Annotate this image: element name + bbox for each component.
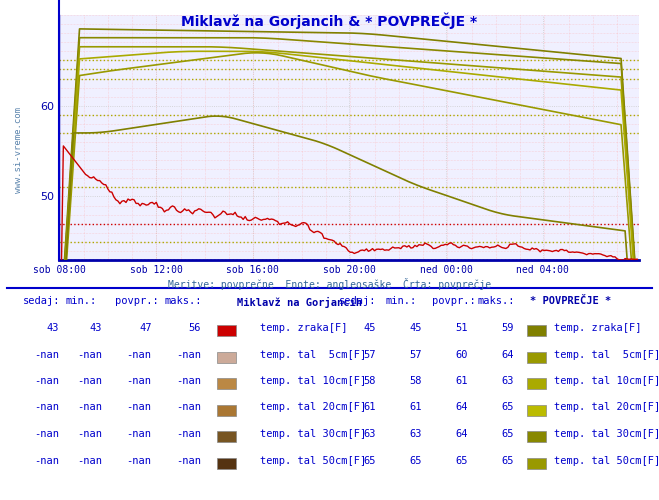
Text: temp. tal 10cm[F]: temp. tal 10cm[F] (260, 376, 366, 386)
Text: 59: 59 (501, 323, 514, 333)
Text: -nan: -nan (127, 429, 152, 439)
Text: -nan: -nan (77, 456, 102, 466)
Text: min.:: min.: (66, 296, 97, 306)
Text: Meritve: povprečne  Enote: angleosaške  Črta: povprečje: Meritve: povprečne Enote: angleosaške Čr… (168, 278, 491, 289)
Text: -nan: -nan (127, 402, 152, 412)
Text: -nan: -nan (176, 376, 201, 386)
Text: temp. tal  5cm[F]: temp. tal 5cm[F] (260, 350, 366, 360)
Text: 63: 63 (501, 376, 514, 386)
Text: -nan: -nan (34, 456, 59, 466)
Text: povpr.:: povpr.: (115, 296, 159, 306)
Text: 47: 47 (139, 323, 152, 333)
Text: temp. tal 50cm[F]: temp. tal 50cm[F] (260, 456, 366, 466)
Text: 45: 45 (409, 323, 422, 333)
Text: 43: 43 (90, 323, 102, 333)
Text: 45: 45 (363, 323, 376, 333)
Text: 58: 58 (409, 376, 422, 386)
Text: -nan: -nan (127, 376, 152, 386)
Text: povpr.:: povpr.: (432, 296, 475, 306)
Text: 51: 51 (455, 323, 468, 333)
Text: 64: 64 (455, 402, 468, 412)
Text: -nan: -nan (34, 376, 59, 386)
Text: www.si-vreme.com: www.si-vreme.com (14, 107, 24, 193)
Text: 43: 43 (47, 323, 59, 333)
Text: 61: 61 (363, 402, 376, 412)
Text: 61: 61 (455, 376, 468, 386)
Text: 65: 65 (501, 429, 514, 439)
Text: min.:: min.: (386, 296, 416, 306)
Text: -nan: -nan (34, 350, 59, 360)
Text: temp. tal  5cm[F]: temp. tal 5cm[F] (554, 350, 659, 360)
Text: temp. zraka[F]: temp. zraka[F] (554, 323, 641, 333)
Text: temp. tal 30cm[F]: temp. tal 30cm[F] (260, 429, 366, 439)
Text: temp. tal 50cm[F]: temp. tal 50cm[F] (554, 456, 659, 466)
Text: temp. tal 10cm[F]: temp. tal 10cm[F] (554, 376, 659, 386)
Text: 65: 65 (501, 456, 514, 466)
Text: temp. tal 20cm[F]: temp. tal 20cm[F] (260, 402, 366, 412)
Text: sedaj:: sedaj: (23, 296, 61, 306)
Text: * POVPREČJE *: * POVPREČJE * (530, 296, 612, 306)
Text: -nan: -nan (176, 402, 201, 412)
Text: -nan: -nan (77, 376, 102, 386)
Text: 60: 60 (455, 350, 468, 360)
Text: sedaj:: sedaj: (339, 296, 377, 306)
Text: 64: 64 (455, 429, 468, 439)
Text: -nan: -nan (176, 429, 201, 439)
Text: 57: 57 (409, 350, 422, 360)
Text: 57: 57 (363, 350, 376, 360)
Text: maks.:: maks.: (165, 296, 202, 306)
Text: maks.:: maks.: (478, 296, 515, 306)
Text: temp. tal 20cm[F]: temp. tal 20cm[F] (554, 402, 659, 412)
Text: 65: 65 (455, 456, 468, 466)
Text: 65: 65 (501, 402, 514, 412)
Text: -nan: -nan (176, 456, 201, 466)
Text: -nan: -nan (77, 402, 102, 412)
Text: 64: 64 (501, 350, 514, 360)
Text: -nan: -nan (127, 350, 152, 360)
Text: -nan: -nan (127, 456, 152, 466)
Text: -nan: -nan (34, 402, 59, 412)
Text: Miklavž na Gorjancih: Miklavž na Gorjancih (237, 296, 362, 308)
Text: -nan: -nan (34, 429, 59, 439)
Text: -nan: -nan (77, 429, 102, 439)
Text: 61: 61 (409, 402, 422, 412)
Text: -nan: -nan (176, 350, 201, 360)
Text: temp. zraka[F]: temp. zraka[F] (260, 323, 348, 333)
Text: 58: 58 (363, 376, 376, 386)
Text: 56: 56 (188, 323, 201, 333)
Text: 63: 63 (409, 429, 422, 439)
Text: 63: 63 (363, 429, 376, 439)
Text: temp. tal 30cm[F]: temp. tal 30cm[F] (554, 429, 659, 439)
Text: Miklavž na Gorjancih & * POVPREČJE *: Miklavž na Gorjancih & * POVPREČJE * (181, 12, 478, 29)
Text: -nan: -nan (77, 350, 102, 360)
Text: 65: 65 (409, 456, 422, 466)
Text: 65: 65 (363, 456, 376, 466)
